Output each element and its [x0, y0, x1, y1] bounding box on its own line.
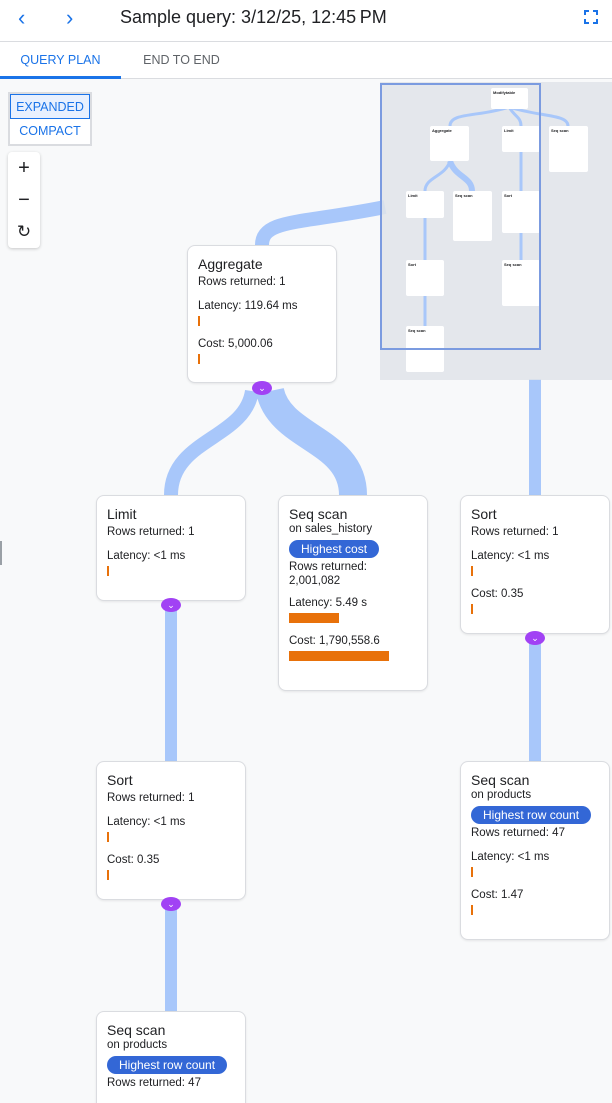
minimap-node: Limit: [406, 191, 444, 218]
tab-query-plan[interactable]: QUERY PLAN: [0, 42, 121, 79]
rows-returned: Rows returned: 1: [471, 526, 559, 538]
latency-bar: [107, 832, 109, 842]
scroll-handle[interactable]: [0, 541, 2, 565]
minimap-node: Aggregate: [430, 126, 469, 161]
expanded-button[interactable]: EXPANDED: [10, 94, 90, 119]
cost: Cost: 5,000.06: [198, 338, 273, 350]
chevron-right-icon: ›: [66, 5, 74, 30]
page-title: Sample query: 3/12/25, 12:45 PM: [120, 7, 387, 27]
latency: Latency: <1 ms: [107, 550, 186, 562]
expand-icon[interactable]: ⌄: [252, 381, 272, 395]
latency: Latency: <1 ms: [471, 550, 550, 562]
status-badge: Highest row count: [107, 1056, 228, 1074]
tab-bar: QUERY PLAN END TO END: [0, 42, 612, 79]
node-limit[interactable]: Limit Rows returned: 1 Latency: <1 ms: [96, 495, 246, 601]
latency: Latency: 119.64 ms: [198, 300, 298, 312]
cost: Cost: 1,790,558.6: [289, 635, 380, 647]
rows-returned: Rows returned: 1: [107, 792, 195, 804]
minimap[interactable]: Modifytable Aggregate Limit Seq scan Lim…: [380, 82, 612, 380]
cost-bar: [471, 604, 473, 614]
status-badge: Highest cost: [289, 540, 380, 558]
latency-bar: [107, 566, 109, 576]
status-badge: Highest row count: [471, 806, 592, 824]
node-title: Aggregate: [198, 256, 263, 272]
node-title: Limit: [107, 506, 137, 522]
plan-edges: [0, 200, 541, 1011]
node-seq-scan-sales-history[interactable]: Seq scan on sales_history Highest cost R…: [278, 495, 428, 691]
minimap-viewport[interactable]: [380, 83, 541, 350]
minimap-node: Limit: [502, 126, 540, 152]
back-button[interactable]: ‹: [18, 6, 25, 30]
node-title: Seq scan: [289, 506, 348, 522]
latency-bar: [471, 566, 473, 576]
expand-icon[interactable]: ⌄: [161, 598, 181, 612]
node-seq-scan-products-right[interactable]: Seq scan on products Highest row count R…: [460, 761, 610, 940]
chevron-left-icon: ‹: [18, 5, 26, 30]
reset-zoom-button[interactable]: ↻: [16, 222, 32, 241]
node-title: Sort: [107, 772, 133, 788]
cost: Cost: 1.47: [471, 889, 524, 901]
node-sort-right[interactable]: Sort Rows returned: 1 Latency: <1 ms Cos…: [460, 495, 610, 634]
zoom-in-button[interactable]: +: [18, 157, 30, 179]
rows-returned-value: 2,001,082: [289, 575, 341, 587]
fullscreen-icon[interactable]: [584, 10, 598, 24]
node-title: Sort: [471, 506, 497, 522]
minimap-node: Sort: [502, 191, 540, 233]
minimap-node: Sort: [406, 260, 444, 296]
rows-returned: Rows returned: 47: [471, 827, 565, 839]
minimap-edges: [423, 105, 570, 326]
node-seq-scan-products-bottom[interactable]: Seq scan on products Highest row count R…: [96, 1011, 246, 1103]
minimap-node: Seq scan: [453, 191, 492, 241]
minimap-node: Seq scan: [549, 126, 588, 172]
cost-bar: [198, 354, 200, 364]
latency: Latency: <1 ms: [471, 851, 550, 863]
minimap-node: Seq scan: [502, 260, 540, 306]
table-name: on products: [107, 1039, 168, 1051]
plan-canvas[interactable]: EXPANDED COMPACT + − ↻ Aggregate Rows re…: [0, 79, 612, 1103]
latency-bar: [289, 613, 339, 623]
node-sort-left[interactable]: Sort Rows returned: 1 Latency: <1 ms Cos…: [96, 761, 246, 900]
rows-returned: Rows returned: 1: [198, 276, 286, 288]
view-toggle: EXPANDED COMPACT: [8, 92, 92, 146]
node-aggregate[interactable]: Aggregate Rows returned: 1 Latency: 119.…: [187, 245, 337, 383]
minimap-node: Modifytable: [491, 88, 528, 109]
node-title: Seq scan: [107, 1022, 166, 1038]
latency: Latency: 5.49 s: [289, 597, 367, 609]
cost: Cost: 0.35: [107, 854, 160, 866]
edge-parent-aggregate: [255, 200, 387, 246]
forward-button[interactable]: ›: [66, 6, 73, 30]
rows-returned: Rows returned:: [289, 561, 367, 573]
header: ‹ › Sample query: 3/12/25, 12:45 PM: [0, 0, 612, 42]
table-name: on products: [471, 789, 532, 801]
zoom-out-button[interactable]: −: [18, 189, 30, 211]
edge-aggregate-limit: [164, 389, 259, 496]
table-name: on sales_history: [289, 523, 373, 535]
latency-bar: [471, 867, 473, 877]
cost: Cost: 0.35: [471, 588, 524, 600]
zoom-controls: + − ↻: [8, 152, 40, 248]
cost-bar: [107, 870, 109, 880]
node-title: Seq scan: [471, 772, 530, 788]
cost-bar: [471, 905, 473, 915]
rows-returned: Rows returned: 47: [107, 1077, 201, 1089]
latency: Latency: <1 ms: [107, 816, 186, 828]
compact-button[interactable]: COMPACT: [19, 124, 81, 138]
rows-returned: Rows returned: 1: [107, 526, 195, 538]
expand-icon[interactable]: ⌄: [161, 897, 181, 911]
edge-aggregate-seqscan: [256, 386, 367, 497]
expand-icon[interactable]: ⌄: [525, 631, 545, 645]
tab-end-to-end[interactable]: END TO END: [143, 53, 220, 67]
latency-bar: [198, 316, 200, 326]
cost-bar: [289, 651, 389, 661]
